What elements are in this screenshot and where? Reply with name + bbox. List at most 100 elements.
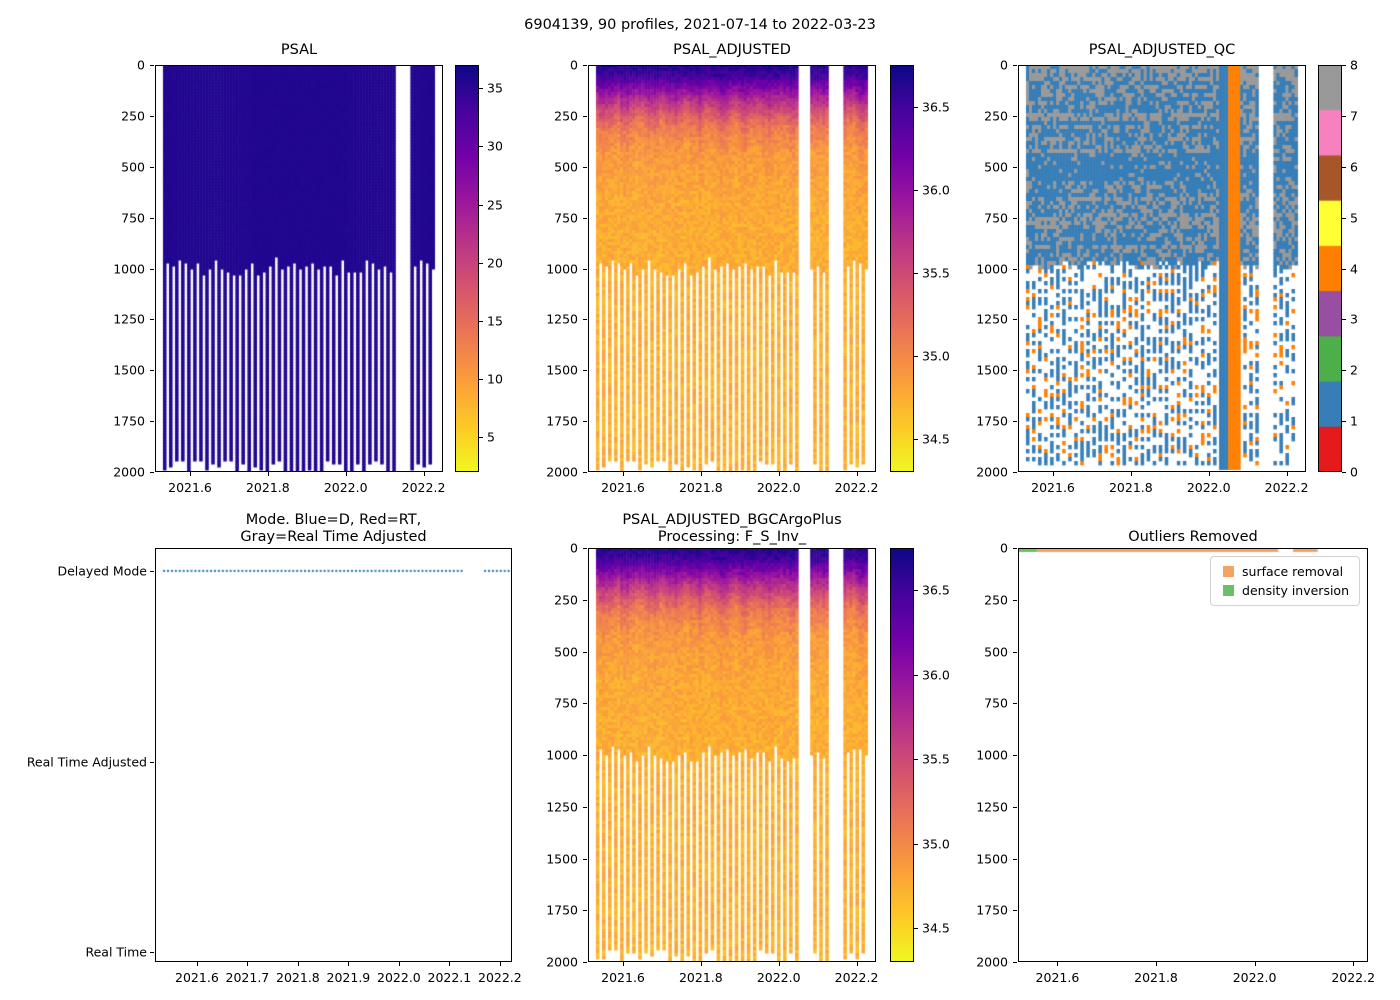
colorbar-tick-mark [479, 88, 483, 90]
qc-flag-colorbar [1318, 65, 1342, 472]
y-tick-mark [1013, 755, 1017, 756]
x-tick-label: 2022.1 [427, 970, 472, 985]
colorbar-tick-label: 5 [487, 429, 495, 445]
y-tick-mark [150, 952, 154, 954]
colorbar-tick-mark [479, 204, 483, 206]
y-tick-mark [583, 651, 587, 653]
x-tick-mark [623, 962, 625, 966]
x-tick-mark [1353, 962, 1355, 966]
y-tick-mark [1013, 166, 1017, 168]
y-tick-label: 750 [984, 210, 1008, 226]
y-tick-label: 1500 [976, 851, 1008, 866]
colorbar-tick-mark [1342, 217, 1346, 219]
y-tick-mark [583, 370, 587, 372]
colorbar-tick-label: 36.0 [922, 182, 950, 198]
y-tick-label: 250 [554, 108, 578, 124]
colorbar-tick-label: 35.5 [922, 265, 950, 281]
psal-adjusted-qc-heatmap-plot [1018, 65, 1306, 472]
y-tick-mark [1013, 599, 1017, 601]
x-tick-label: 2021.6 [601, 970, 645, 985]
y-tick-mark [583, 703, 587, 705]
x-tick-mark [1130, 472, 1132, 476]
y-tick-label: 1000 [546, 747, 578, 763]
psal-adjusted-colorbar [890, 65, 914, 472]
y-tick-mark [150, 370, 154, 372]
x-tick-mark [778, 962, 780, 966]
colorbar-tick-label: 35.5 [922, 751, 950, 767]
y-tick-label: 1250 [546, 311, 578, 327]
y-tick-mark [1013, 268, 1017, 270]
y-tick-label: 0 [570, 540, 578, 556]
psal-title: PSAL [280, 42, 318, 58]
mode-title-line-1: Mode. Blue=D, Red=RT, [245, 512, 422, 528]
y-tick-mark [150, 472, 154, 473]
y-tick-mark [583, 115, 587, 117]
outliers-legend: surface removal density inversion [1210, 556, 1360, 606]
colorbar-tick-mark [1342, 472, 1346, 473]
y-tick-label: 2000 [976, 954, 1008, 970]
x-tick-label: 2021.6 [175, 970, 219, 985]
y-tick-label: 1000 [546, 261, 578, 276]
y-tick-label: 1250 [976, 799, 1008, 815]
x-tick-mark [700, 472, 702, 476]
colorbar-tick-label: 35 [487, 80, 503, 96]
x-tick-mark [348, 962, 350, 966]
y-tick-label: 1250 [546, 799, 578, 815]
colorbar-tick-mark [914, 272, 918, 274]
y-tick-label: 0 [570, 57, 578, 73]
colorbar-tick-label: 15 [487, 313, 503, 329]
colorbar-tick-mark [914, 106, 918, 108]
colorbar-tick-label: 8 [1350, 57, 1358, 73]
x-tick-mark [623, 472, 625, 476]
bgc-title: PSAL_ADJUSTED_BGCArgoPlus Processing: F_… [588, 512, 876, 546]
colorbar-tick-mark [1342, 166, 1346, 168]
colorbar-tick-mark [1342, 65, 1346, 66]
x-tick-label: 2021.8 [678, 970, 723, 985]
x-tick-label: 2021.8 [276, 970, 320, 985]
colorbar-tick-label: 6 [1350, 159, 1358, 175]
legend-item-surface-removal: surface removal [1221, 562, 1349, 581]
psal-adjusted-qc-title: PSAL_ADJUSTED_QC [1088, 42, 1236, 58]
colorbar-tick-label: 20 [487, 255, 503, 271]
colorbar-tick-label: 35.0 [922, 348, 950, 364]
y-tick-mark [583, 217, 587, 219]
colorbar-tick-mark [479, 320, 483, 322]
surface-removal-label: surface removal [1242, 564, 1344, 579]
x-tick-label: 2021.7 [225, 970, 270, 985]
y-tick-label: 1500 [546, 851, 578, 866]
y-tick-label: 0 [137, 57, 145, 73]
y-tick-label: 1500 [976, 362, 1008, 378]
colorbar-tick-label: 36.5 [922, 582, 950, 598]
colorbar-tick-label: 7 [1350, 108, 1358, 124]
y-tick-mark [1013, 858, 1017, 860]
colorbar-tick-label: 36.5 [922, 99, 950, 115]
x-tick-mark [423, 472, 425, 476]
y-tick-mark [583, 858, 587, 860]
y-tick-label: 750 [554, 695, 578, 711]
y-tick-label: 1750 [546, 902, 578, 918]
x-tick-label: 2022.0 [1186, 480, 1231, 495]
y-tick-mark [1013, 472, 1017, 473]
y-tick-label: 500 [121, 159, 145, 175]
legend-item-density-inversion: density inversion [1221, 581, 1349, 600]
y-tick-mark [1013, 65, 1017, 66]
x-tick-label: 2021.6 [1035, 970, 1080, 985]
y-tick-mark [583, 319, 587, 321]
y-tick-label: 2000 [976, 464, 1008, 480]
y-tick-label: 1000 [976, 261, 1008, 276]
colorbar-tick-label: 2 [1350, 362, 1358, 378]
x-tick-label: 2022.2 [834, 970, 879, 985]
colorbar-tick-label: 34.5 [922, 920, 950, 936]
x-tick-label: 2022.2 [1264, 480, 1309, 495]
y-tick-mark [1013, 548, 1017, 549]
y-tick-label: 2000 [546, 954, 578, 970]
y-tick-mark [583, 65, 587, 66]
x-tick-mark [778, 472, 780, 476]
y-tick-label: 1750 [976, 902, 1008, 918]
x-tick-label: 2022.0 [1232, 970, 1277, 985]
y-tick-mark [583, 472, 587, 473]
x-tick-label: 2021.8 [1134, 970, 1178, 985]
colorbar-tick-label: 25 [487, 197, 503, 213]
density-inversion-label: density inversion [1242, 583, 1349, 598]
